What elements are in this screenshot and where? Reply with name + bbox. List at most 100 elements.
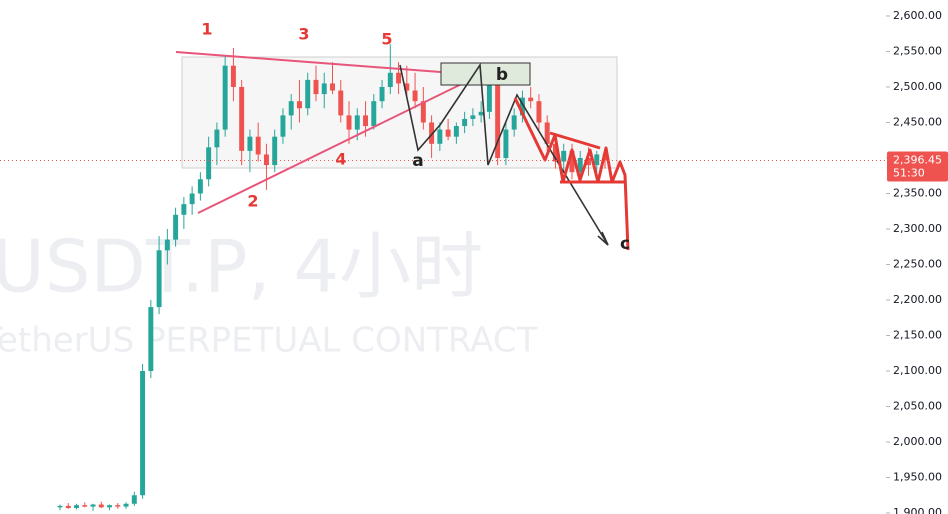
candle-body bbox=[214, 129, 220, 148]
candle-body bbox=[519, 97, 525, 116]
candle-body bbox=[544, 122, 550, 144]
candle-body bbox=[396, 72, 402, 84]
candle-body bbox=[255, 136, 261, 155]
y-tick-label: 2,300.00 bbox=[893, 222, 942, 235]
candle-body bbox=[263, 154, 269, 166]
wave-label: 3 bbox=[298, 25, 309, 44]
y-tick-label: 2,600.00 bbox=[893, 9, 942, 22]
wave-label: 2 bbox=[247, 192, 258, 211]
y-tick-label: 2,150.00 bbox=[893, 328, 942, 341]
candle-body bbox=[313, 79, 319, 95]
candle-body bbox=[420, 101, 426, 123]
candle-body bbox=[296, 101, 302, 109]
candle-body bbox=[511, 115, 517, 130]
candle-body bbox=[486, 79, 492, 112]
candle-body bbox=[230, 65, 236, 87]
candle-body bbox=[164, 239, 170, 251]
y-tick-label: 1,900.00 bbox=[893, 506, 942, 514]
candle-body bbox=[586, 157, 591, 166]
y-tick-label: 2,200.00 bbox=[893, 293, 942, 306]
candle-body bbox=[371, 101, 377, 127]
candle-body bbox=[98, 504, 104, 508]
candle-body bbox=[321, 83, 327, 95]
candle-body bbox=[65, 505, 71, 509]
candle-body bbox=[363, 115, 369, 127]
candle-body bbox=[495, 79, 501, 158]
candle-body bbox=[140, 370, 146, 496]
candle-body bbox=[354, 115, 360, 130]
trend-line bbox=[175, 51, 481, 76]
b-box bbox=[440, 62, 531, 86]
candle-body bbox=[346, 115, 352, 130]
wave-label: 5 bbox=[381, 30, 392, 49]
watermark-subtitle: TetherUS PERPETUAL CONTRACT bbox=[0, 321, 538, 361]
countdown: 51:30 bbox=[893, 167, 925, 180]
candle-body bbox=[131, 495, 137, 504]
y-tick-label: 2,100.00 bbox=[893, 364, 942, 377]
candle-body bbox=[305, 79, 311, 109]
y-tick-label: 2,450.00 bbox=[893, 115, 942, 128]
candle-body bbox=[429, 122, 435, 144]
candle-body bbox=[437, 129, 443, 144]
wave-label: 1 bbox=[201, 20, 212, 39]
candle-body bbox=[222, 65, 228, 130]
candle-body bbox=[272, 136, 278, 166]
y-tick-label: 1,950.00 bbox=[893, 471, 942, 484]
candle-body bbox=[453, 126, 459, 137]
candle-body bbox=[503, 129, 509, 158]
correction-label: a bbox=[412, 151, 423, 171]
candle-body bbox=[156, 250, 162, 308]
candle-body bbox=[115, 505, 121, 507]
candle-body bbox=[57, 505, 63, 508]
candle-body bbox=[338, 90, 344, 116]
candle-body bbox=[189, 193, 195, 205]
candle-body bbox=[528, 97, 534, 102]
candle-body bbox=[536, 101, 542, 123]
y-tick-label: 2,250.00 bbox=[893, 257, 942, 270]
last-price-box bbox=[887, 151, 948, 182]
arrow-head bbox=[597, 231, 609, 246]
candle-body bbox=[577, 157, 583, 173]
candle-body bbox=[330, 83, 335, 91]
candle-body bbox=[594, 154, 600, 166]
candle-body bbox=[561, 150, 567, 162]
candle-body bbox=[470, 115, 476, 119]
watermark: USDT.P, 4小时 bbox=[0, 225, 483, 309]
candle-body bbox=[206, 147, 212, 180]
candle-body bbox=[478, 111, 484, 116]
candle-body bbox=[462, 118, 468, 127]
candle-body bbox=[173, 214, 179, 240]
abc-path bbox=[399, 62, 609, 246]
candle-body bbox=[239, 86, 245, 151]
last-price-label: 2,396.45 bbox=[893, 154, 942, 167]
candle-body bbox=[280, 115, 286, 137]
correction-label: c bbox=[620, 234, 630, 254]
correction-label: b bbox=[496, 65, 508, 85]
candle-body bbox=[82, 505, 88, 507]
candle-body bbox=[90, 504, 96, 507]
candle-body bbox=[181, 204, 187, 215]
trend-line bbox=[197, 74, 481, 214]
candle-body bbox=[552, 143, 558, 162]
y-tick-label: 2,050.00 bbox=[893, 399, 942, 412]
candle-body bbox=[148, 307, 154, 371]
candle-body bbox=[107, 505, 113, 508]
candle-body bbox=[197, 179, 203, 194]
y-tick-label: 2,500.00 bbox=[893, 80, 942, 93]
candle-body bbox=[123, 503, 129, 507]
candle-body bbox=[379, 86, 385, 102]
candle-body bbox=[74, 505, 79, 509]
y-tick-label: 2,000.00 bbox=[893, 435, 942, 448]
candle-body bbox=[404, 83, 410, 91]
candle-body bbox=[569, 150, 575, 173]
y-tick-label: 2,350.00 bbox=[893, 186, 942, 199]
wave-label: 4 bbox=[335, 150, 346, 169]
candle-body bbox=[288, 101, 294, 116]
y-tick-label: 2,550.00 bbox=[893, 44, 942, 57]
candle-body bbox=[445, 129, 451, 137]
freehand-annotation bbox=[513, 97, 630, 251]
candle-body bbox=[412, 90, 418, 102]
candle-body bbox=[387, 72, 393, 87]
candle-body bbox=[247, 136, 253, 151]
